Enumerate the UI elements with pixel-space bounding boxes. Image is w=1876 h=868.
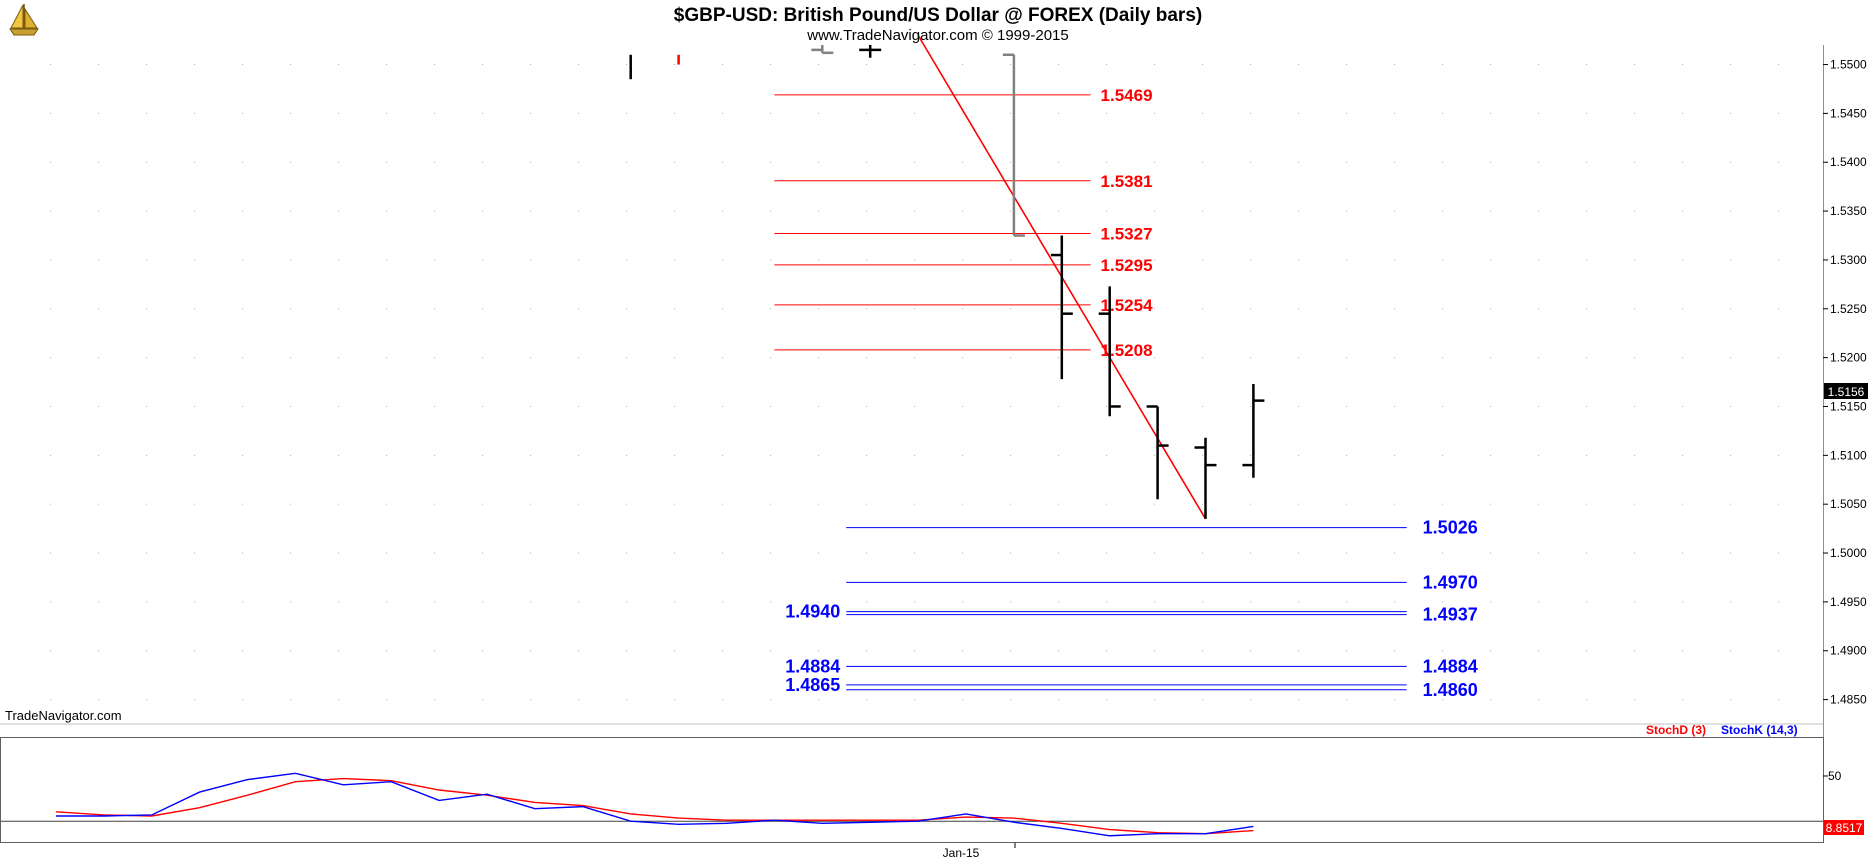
y-tick-label: 1.5000 — [1830, 546, 1867, 560]
fib-label-blue-right: 1.4970 — [1423, 572, 1478, 592]
stochastic-lines — [1, 772, 1823, 837]
x-tick-label: Jan-15 — [943, 846, 980, 860]
price-axis: 1.5500 1.5450 1.5400 1.5350 1.5300 1.5250 1.52… — [1823, 58, 1867, 707]
price-bar — [1146, 405, 1169, 500]
grid-dots — [50, 64, 1817, 701]
y-tick-label: 1.5250 — [1830, 302, 1867, 316]
y-tick-label: 1.5350 — [1830, 204, 1867, 218]
y-tick-label: 1.5150 — [1830, 399, 1867, 413]
price-bar — [1098, 286, 1121, 417]
fib-label-blue-right: 1.4860 — [1423, 680, 1478, 700]
y-tick-label: 1.4950 — [1830, 595, 1867, 609]
stoch-y-tick-50: 50 — [1828, 769, 1842, 783]
stoch-series-line — [55, 772, 1254, 837]
sailboat-logo-icon — [9, 4, 39, 36]
price-bar — [1194, 437, 1217, 519]
fib-label-blue-left: 1.4884 — [785, 656, 840, 676]
legend-stochd: StochD (3) — [1646, 723, 1706, 737]
y-tick-label: 1.5200 — [1830, 351, 1867, 365]
y-tick-label: 1.5500 — [1830, 58, 1867, 72]
y-tick-label: 1.5050 — [1830, 497, 1867, 511]
fib-label-blue-left: 1.4865 — [785, 675, 840, 695]
y-tick-label: 1.4850 — [1830, 693, 1867, 707]
fib-label-blue-left: 1.4940 — [785, 602, 840, 622]
y-tick-label: 1.5300 — [1830, 253, 1867, 267]
price-panel-frame — [0, 45, 1824, 843]
fib-label-red: 1.5295 — [1101, 256, 1153, 275]
y-tick-label: 1.5400 — [1830, 155, 1867, 169]
y-tick-label: 1.5450 — [1830, 106, 1867, 120]
stoch-value-badge: 8.8517 — [1824, 820, 1864, 835]
price-bar — [1002, 53, 1025, 237]
y-tick-label: 1.5100 — [1830, 448, 1867, 462]
stochastic-panel-frame — [0, 737, 1824, 843]
price-bar — [859, 45, 882, 58]
fib-label-red: 1.5208 — [1101, 341, 1153, 360]
logo — [9, 4, 39, 36]
price-bar — [811, 45, 834, 55]
svg-text:1.5156: 1.5156 — [1828, 385, 1865, 399]
fib-label-red: 1.5381 — [1101, 172, 1153, 191]
stoch-series-line — [55, 777, 1254, 835]
chart-title: $GBP-USD: British Pound/US Dollar @ FORE… — [674, 5, 1202, 26]
fib-label-blue-right: 1.4937 — [1423, 605, 1478, 625]
fib-label-red: 1.5469 — [1101, 86, 1153, 105]
fib-label-red: 1.5254 — [1101, 296, 1154, 315]
y-tick-label: 1.4900 — [1830, 644, 1867, 658]
chart-subtitle: www.TradeNavigator.com © 1999-2015 — [806, 27, 1068, 44]
fibonacci-levels: 1.5469 1.5381 1.5327 1.5295 1.5254 1.5208 1.50… — [774, 86, 1478, 700]
legend-stochk: StochK (14,3) — [1721, 723, 1798, 737]
price-bar — [1050, 235, 1073, 380]
fib-label-blue-right: 1.5026 — [1423, 518, 1478, 538]
watermark: TradeNavigator.com — [5, 708, 122, 723]
fib-label-blue-right: 1.4884 — [1423, 656, 1478, 676]
price-bars — [629, 45, 1265, 519]
last-price-badge: 1.5156 — [1824, 383, 1868, 399]
svg-text:8.8517: 8.8517 — [1826, 821, 1863, 835]
price-bar — [1242, 384, 1265, 478]
fib-label-red: 1.5327 — [1101, 225, 1153, 244]
